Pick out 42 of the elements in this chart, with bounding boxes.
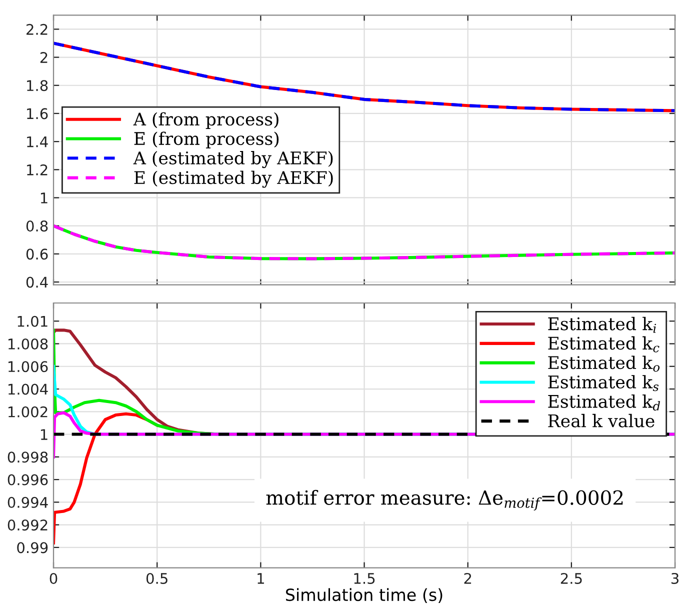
x-tick-label: 0.5 <box>146 572 168 584</box>
y-tick-label: 1.01 <box>18 316 48 327</box>
y-tick-label: 2 <box>40 52 48 63</box>
y-tick-label: 1 <box>40 192 48 204</box>
y-tick-label: 1.004 <box>8 384 48 395</box>
x-tick-label: 0 <box>50 572 58 584</box>
y-tick-label: 0.4 <box>26 276 48 288</box>
y-tick-label: 0.998 <box>8 452 48 463</box>
legend-label: Estimated k$_{o}$ <box>548 356 660 372</box>
y-tick-label: 2.2 <box>26 24 48 35</box>
legend-label: Estimated k$_{c}$ <box>548 336 660 352</box>
line-series <box>54 224 676 260</box>
legend-label: A (from process) <box>133 112 278 130</box>
legend-label: E (estimated by AEKF) <box>134 170 333 188</box>
y-tick-label: 0.6 <box>26 248 48 260</box>
y-tick-label: 1.4 <box>27 136 48 148</box>
legend-label: Real k value <box>548 414 654 428</box>
y-tick-label: 0.994 <box>8 496 48 508</box>
y-tick-label: 0.992 <box>8 520 48 531</box>
y-tick-label: 0.996 <box>8 474 48 486</box>
y-tick-label: 1.6 <box>27 108 48 120</box>
legend-label: A (estimated by AEKF) <box>133 151 333 168</box>
y-tick-label: 1.008 <box>8 338 48 350</box>
y-tick-label: 1.2 <box>27 164 48 176</box>
x-tick-label: 1.5 <box>354 573 375 584</box>
x-tick-label: 1 <box>258 573 264 584</box>
y-tick-label: 1.002 <box>8 406 48 418</box>
x-tick-label: 2 <box>464 572 472 584</box>
x-tick-label: 3 <box>671 572 678 584</box>
y-tick-label: 1 <box>40 429 48 440</box>
y-tick-label: 0.99 <box>17 542 48 554</box>
legend-label: Estimated k$_{s}$ <box>548 375 659 392</box>
annotation: motif error measure: Δe$_{motif}$=0.0002 <box>266 490 623 511</box>
legend-label: Estimated k$_{i}$ <box>548 316 656 333</box>
legend-label: E (from process) <box>134 132 279 148</box>
y-tick-label: 1.006 <box>8 361 48 372</box>
x-tick-label: 2.5 <box>560 572 582 584</box>
y-tick-label: 0.8 <box>26 220 48 232</box>
x-axis-title: Simulation time (s) <box>286 588 442 604</box>
legend-label: Estimated k$_{d}$ <box>548 394 660 411</box>
line-series <box>54 42 676 112</box>
y-tick-label: 1.8 <box>27 80 48 92</box>
